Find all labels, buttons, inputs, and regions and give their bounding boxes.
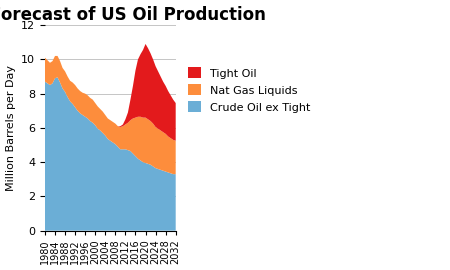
Y-axis label: Million Barrels per Day: Million Barrels per Day — [5, 65, 16, 191]
Title: IEA Forecast of US Oil Production: IEA Forecast of US Oil Production — [0, 6, 266, 23]
Legend: Tight Oil, Nat Gas Liquids, Crude Oil ex Tight: Tight Oil, Nat Gas Liquids, Crude Oil ex… — [183, 62, 316, 118]
